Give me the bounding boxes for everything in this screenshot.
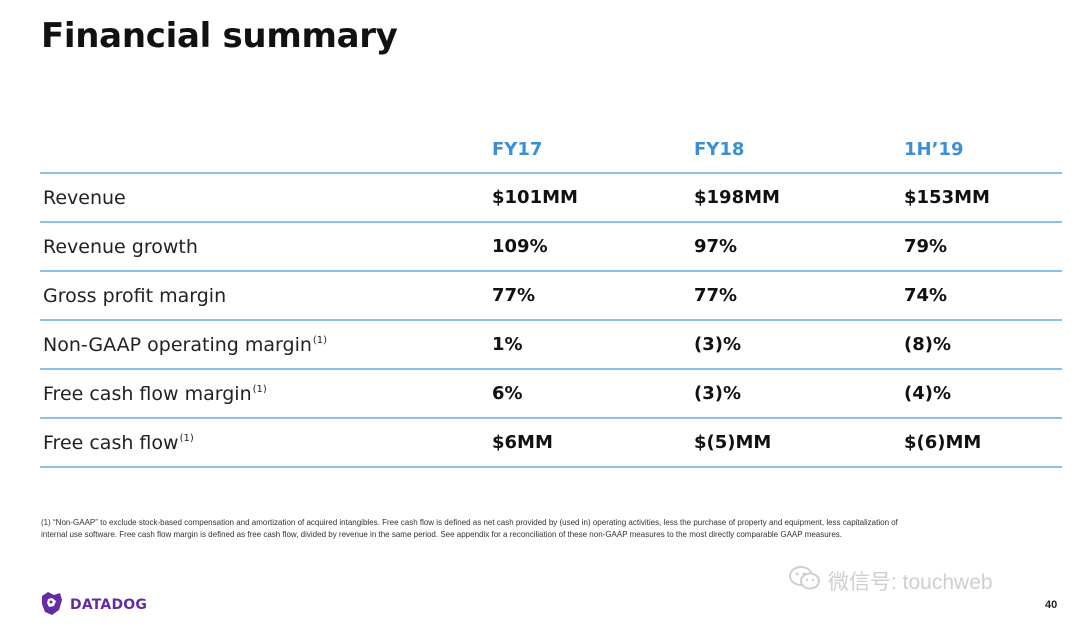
cell-1h19: 79% — [904, 222, 1062, 272]
cell-fy17: $101MM — [492, 173, 694, 223]
datadog-logo: DATADOG — [40, 590, 148, 621]
wechat-icon — [788, 565, 822, 597]
table-row-non-gaap-operating-margin: Non-GAAP operating margin(1) 1% (3)% (8)… — [40, 320, 1062, 370]
cell-fy18: (3)% — [694, 320, 904, 370]
table-header-row: FY17 FY18 1H’19 — [40, 126, 1062, 174]
table-row-revenue-growth: Revenue growth 109% 97% 79% — [40, 222, 1062, 272]
row-label: Non-GAAP operating margin(1) — [40, 320, 492, 370]
row-label: Revenue growth — [40, 222, 492, 272]
cell-1h19: $153MM — [904, 173, 1062, 223]
page-title: Financial summary — [41, 16, 398, 56]
footnote: (1) “Non-GAAP” to exclude stock-based co… — [41, 517, 1041, 541]
table-row-revenue: Revenue $101MM $198MM $153MM — [40, 173, 1062, 223]
column-header-1h19: 1H’19 — [904, 126, 1062, 174]
column-header-fy18: FY18 — [694, 126, 904, 174]
watermark: 微信号: touchweb — [788, 566, 993, 596]
page-number: 40 — [1045, 599, 1058, 611]
cell-1h19: (8)% — [904, 320, 1062, 370]
cell-fy17: 109% — [492, 222, 694, 272]
header-label-spacer — [40, 126, 492, 174]
row-label: Gross profit margin — [40, 271, 492, 321]
cell-1h19: (4)% — [904, 369, 1062, 419]
cell-fy17: 77% — [492, 271, 694, 321]
footnote-marker: (1) — [312, 334, 328, 346]
table-row-free-cash-flow: Free cash flow(1) $6MM $(5)MM $(6)MM — [40, 418, 1062, 468]
footnote-marker: (1) — [179, 432, 194, 444]
cell-1h19: $(6)MM — [904, 418, 1062, 468]
watermark-text: 微信号: touchweb — [828, 571, 993, 594]
table-row-gross-profit-margin: Gross profit margin 77% 77% 74% — [40, 271, 1062, 321]
cell-fy17: 6% — [492, 369, 694, 419]
footnote-line-1: (1) “Non-GAAP” to exclude stock-based co… — [41, 518, 898, 527]
cell-fy18: 97% — [694, 222, 904, 272]
cell-fy17: $6MM — [492, 418, 694, 468]
row-label: Revenue — [40, 173, 492, 223]
footnote-marker: (1) — [252, 383, 267, 395]
cell-fy18: $198MM — [694, 173, 904, 223]
row-label: Free cash flow(1) — [40, 418, 492, 468]
logo-text: DATADOG — [70, 597, 148, 613]
table-row-free-cash-flow-margin: Free cash flow margin(1) 6% (3)% (4)% — [40, 369, 1062, 419]
cell-fy18: $(5)MM — [694, 418, 904, 468]
cell-fy17: 1% — [492, 320, 694, 370]
financial-table: FY17 FY18 1H’19 Revenue $101MM $198MM $1… — [40, 126, 1062, 468]
row-label: Free cash flow margin(1) — [40, 369, 492, 419]
datadog-dog-icon — [40, 590, 64, 621]
cell-fy18: 77% — [694, 271, 904, 321]
cell-1h19: 74% — [904, 271, 1062, 321]
footnote-line-2: internal use software. Free cash flow ma… — [41, 530, 843, 539]
cell-fy18: (3)% — [694, 369, 904, 419]
column-header-fy17: FY17 — [492, 126, 694, 174]
